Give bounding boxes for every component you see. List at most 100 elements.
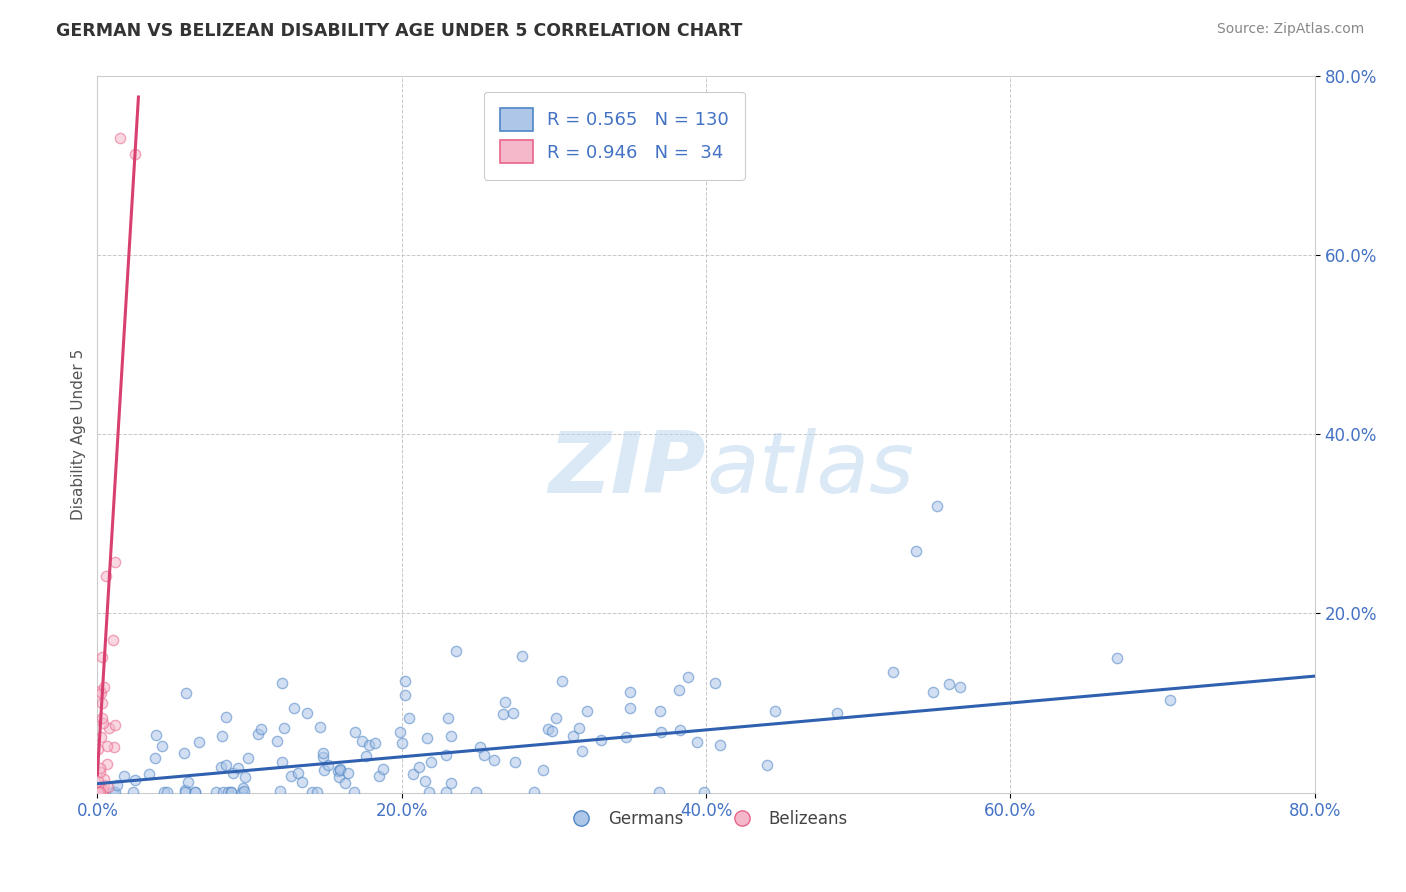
Point <box>91 696 114 710</box>
Point <box>312 747 335 761</box>
Point <box>357 738 380 752</box>
Point <box>219 785 242 799</box>
Point <box>614 731 637 745</box>
Point <box>173 746 195 760</box>
Point <box>541 724 564 739</box>
Point <box>648 785 671 799</box>
Point <box>108 131 131 145</box>
Point <box>1159 693 1181 707</box>
Point <box>389 725 412 739</box>
Point <box>205 785 228 799</box>
Point <box>104 555 127 569</box>
Point <box>91 783 114 797</box>
Point <box>231 785 253 799</box>
Point <box>413 773 436 788</box>
Point <box>291 775 314 789</box>
Point <box>89 764 111 779</box>
Point <box>676 670 699 684</box>
Point <box>184 785 207 799</box>
Point <box>283 701 305 715</box>
Point <box>87 785 110 799</box>
Point <box>222 766 245 780</box>
Point <box>512 649 534 664</box>
Point <box>333 776 356 790</box>
Point <box>669 723 692 737</box>
Point <box>87 785 110 799</box>
Point <box>301 785 323 799</box>
Point <box>287 766 309 780</box>
Point <box>215 758 238 772</box>
Point <box>619 685 641 699</box>
Point <box>122 785 145 799</box>
Point <box>89 761 111 775</box>
Point <box>354 749 377 764</box>
Point <box>233 770 256 784</box>
Point <box>211 729 233 743</box>
Point <box>619 701 641 715</box>
Point <box>492 706 515 721</box>
Point <box>212 785 235 799</box>
Point <box>96 739 118 754</box>
Point <box>368 769 391 783</box>
Point <box>90 685 112 699</box>
Point <box>112 769 135 783</box>
Point <box>418 785 440 799</box>
Point <box>703 675 725 690</box>
Point <box>101 785 124 799</box>
Point <box>90 649 112 664</box>
Point <box>312 749 335 764</box>
Point <box>446 644 468 658</box>
Point <box>827 706 849 720</box>
Point <box>364 736 387 750</box>
Point <box>297 706 319 720</box>
Point <box>145 750 167 764</box>
Point <box>209 760 232 774</box>
Point <box>104 785 127 799</box>
Point <box>344 724 367 739</box>
Point <box>502 706 524 720</box>
Point <box>434 748 457 763</box>
Point <box>474 747 496 762</box>
Point <box>415 731 437 745</box>
Point <box>328 770 350 784</box>
Point <box>568 721 591 735</box>
Point <box>86 785 108 799</box>
Point <box>174 785 197 799</box>
Point <box>226 761 249 775</box>
Point <box>882 665 904 679</box>
Point <box>949 680 972 694</box>
Point <box>266 733 288 747</box>
Text: GERMAN VS BELIZEAN DISABILITY AGE UNDER 5 CORRELATION CHART: GERMAN VS BELIZEAN DISABILITY AGE UNDER … <box>56 22 742 40</box>
Point <box>238 751 260 765</box>
Point <box>398 711 420 725</box>
Point <box>87 785 110 799</box>
Point <box>562 729 585 743</box>
Point <box>184 785 207 799</box>
Point <box>91 711 114 725</box>
Point <box>94 568 117 582</box>
Point <box>307 785 329 799</box>
Point <box>215 710 238 724</box>
Point <box>316 758 339 772</box>
Point <box>938 677 960 691</box>
Point <box>233 784 256 798</box>
Point <box>87 773 110 788</box>
Point <box>124 773 146 788</box>
Point <box>329 762 352 776</box>
Point <box>124 146 146 161</box>
Point <box>98 721 121 735</box>
Point <box>86 742 108 756</box>
Point <box>232 780 254 795</box>
Point <box>464 785 486 799</box>
Point <box>97 780 120 794</box>
Text: atlas: atlas <box>706 428 914 511</box>
Point <box>188 735 211 749</box>
Point <box>177 775 200 789</box>
Point <box>93 778 115 792</box>
Point <box>503 755 526 769</box>
Point <box>391 736 413 750</box>
Point <box>692 785 714 799</box>
Point <box>89 683 111 698</box>
Point <box>922 685 945 699</box>
Point <box>440 775 463 789</box>
